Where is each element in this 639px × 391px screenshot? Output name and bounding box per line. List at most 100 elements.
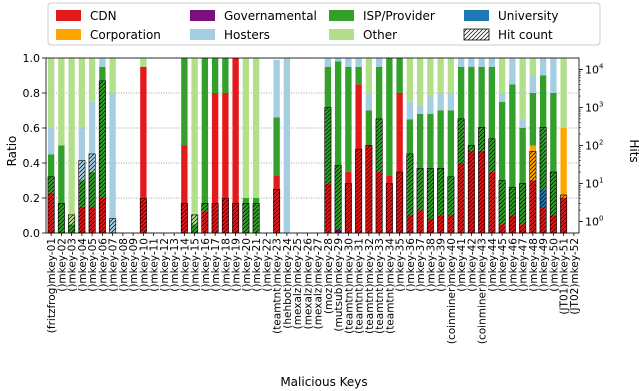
- x-axis-label: Malicious Keys: [280, 375, 367, 389]
- bar-segment: [560, 128, 567, 198]
- legend-swatch-hatch: [463, 28, 490, 41]
- y-tick-label: 1.0: [23, 52, 41, 65]
- legend-swatch: [56, 10, 81, 21]
- legend-swatch: [464, 10, 489, 21]
- y2-tick-label: 100: [585, 215, 603, 229]
- x-tick-label: ()mkey-41: [456, 238, 468, 292]
- bar-segment: [47, 154, 55, 193]
- x-tick-label: ()mkey-14: [179, 238, 191, 292]
- bar-segment: [478, 58, 485, 67]
- bar-stack: [57, 58, 65, 234]
- x-tick-label: (coinminer)mkey-40: [446, 238, 458, 344]
- hit-count-bar: [426, 168, 434, 234]
- hit-count-bar: [406, 153, 414, 234]
- bar-segment: [140, 58, 147, 67]
- legend-item: ISP/Provider: [329, 9, 435, 23]
- x-tick-label: (coinminer)mkey-43: [477, 238, 489, 344]
- hit-count-bar: [273, 189, 281, 234]
- axes: 0.0 0.2 0.4 0.6 0.8 1.0 100 101 102 103 104 (fritzf…: [23, 52, 605, 344]
- bar-segment: [78, 128, 86, 181]
- bar-stack: [437, 58, 445, 234]
- bar-stack: [355, 58, 363, 234]
- x-tick-label: ()mkey-37: [415, 238, 427, 292]
- bar-segment: [355, 58, 362, 67]
- bar-stack: [385, 58, 393, 234]
- bar-segment: [232, 58, 239, 233]
- hit-count-bar: [467, 145, 475, 234]
- bar-segment: [427, 58, 434, 97]
- bar-segment: [416, 105, 424, 114]
- bar-segment: [416, 58, 424, 106]
- bar-stack: [488, 58, 496, 234]
- bar-segment: [560, 58, 567, 128]
- bar-segment: [437, 110, 444, 216]
- x-tick-label: ()mkey-39: [436, 238, 448, 292]
- x-tick-label: (hehbot)mkey-24: [282, 238, 294, 329]
- bar-stack: [88, 58, 96, 234]
- bar-segment: [88, 58, 96, 102]
- bar-stack: [549, 58, 557, 234]
- bar-segment: [437, 93, 444, 111]
- x-tick-label: ()mkey-18: [220, 238, 232, 292]
- bar-segment: [324, 58, 332, 67]
- hit-count-bar: [539, 127, 547, 234]
- hit-count-bar: [242, 203, 250, 234]
- bar-segment: [406, 101, 414, 120]
- x-tick-label: ()mkey-46: [507, 238, 519, 292]
- bar-segment: [211, 58, 219, 93]
- x-tick-label: ()mkey-05: [87, 238, 99, 292]
- hit-count-bar: [344, 183, 352, 234]
- bar-stack: [416, 58, 424, 234]
- bar-segment: [519, 128, 526, 225]
- bar-stack: [519, 58, 527, 234]
- hit-count-bar: [447, 176, 455, 234]
- bar-segment: [365, 58, 373, 93]
- bar-segment: [222, 58, 229, 93]
- bar-segment: [488, 66, 496, 172]
- bar-segment: [498, 58, 506, 93]
- x-tick-label: ()mkey-36: [405, 238, 417, 292]
- bar-segment: [509, 58, 516, 85]
- bar-segment: [47, 58, 55, 128]
- bar-stack: [324, 58, 332, 234]
- x-tick-label: ()mkey-49: [538, 238, 550, 292]
- x-tick-label: (fritzfrog)mkey-01: [46, 238, 58, 333]
- legend-label: Hosters: [224, 28, 270, 42]
- bar-segment: [181, 145, 188, 233]
- legend-item: Other: [329, 28, 397, 42]
- x-tick-label: ()mkey-10: [138, 238, 150, 292]
- hit-count-bar: [191, 214, 199, 234]
- hit-count-bar: [109, 218, 117, 234]
- hit-count-bar: [488, 138, 496, 234]
- bar-stack: [78, 58, 86, 234]
- bar-segment: [345, 66, 352, 172]
- y-tick-label: 0.4: [23, 157, 41, 170]
- x-tick-label: (mexalz)mkey-27: [313, 238, 325, 329]
- bar-segment: [345, 58, 352, 67]
- legend-swatch: [329, 29, 354, 40]
- hit-count-bar: [437, 168, 445, 234]
- bar-segment: [447, 110, 455, 216]
- bar-stack: [478, 58, 486, 234]
- hit-count-bar: [529, 151, 537, 234]
- x-tick-label: ()mkey-16: [200, 238, 212, 292]
- hit-count-bar: [68, 214, 76, 234]
- bar-segment: [396, 93, 403, 233]
- bar-stack: [201, 58, 209, 234]
- bar-segment: [99, 58, 106, 67]
- y-tick-label: 0.6: [23, 122, 41, 135]
- bar-stack: [406, 58, 414, 234]
- bar-segment: [519, 119, 526, 128]
- x-tick-label: ()mkey-09: [128, 238, 140, 292]
- x-tick-label: (JT01)mkey-51: [559, 238, 571, 315]
- hit-count-bar: [221, 198, 229, 234]
- hit-count-bar: [560, 194, 568, 234]
- bar-stack: [47, 58, 55, 234]
- legend-swatch: [329, 10, 354, 21]
- bar-segment: [365, 110, 373, 146]
- x-tick-label: ()mkey-17: [210, 238, 222, 292]
- hit-count-bar: [232, 203, 240, 234]
- x-tick-label: ()mkey-08: [118, 238, 130, 292]
- legend-label: Hit count: [498, 28, 553, 42]
